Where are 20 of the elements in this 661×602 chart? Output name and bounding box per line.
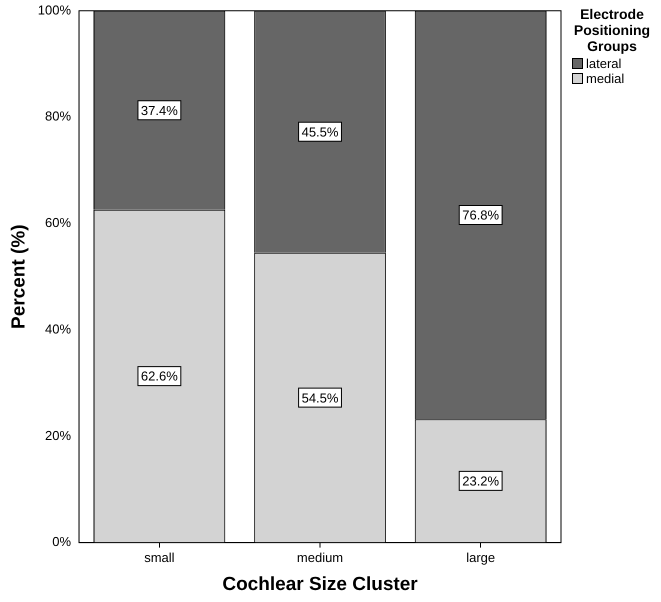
y-tick-label: 40% [45,321,72,336]
y-tick-label: 0% [52,534,72,550]
text: lateral [586,56,622,71]
x-tick-label: small [144,550,175,565]
x-tick-label: large [466,550,496,565]
x-axis-title: Cochlear Size Cluster [222,574,418,595]
y-axis-title: Percent (%) [8,224,30,329]
legend-title: Electrode Positioning Groups [572,6,652,54]
y-tick-label: 60% [45,215,72,230]
data-label: 23.2% [462,473,500,488]
x-tick-label: medium [296,550,344,565]
data-label: 37.4% [140,102,178,118]
data-label: 54.5% [302,390,339,406]
legend-label: medial [586,71,624,86]
data-label: 62.6% [140,368,178,384]
data-label: 45.5% [302,124,339,140]
y-tick-label: 20% [45,428,72,443]
y-tick-label: 100% [38,2,72,18]
data-label: 76.8% [462,208,500,223]
y-tick-label: 80% [45,108,72,124]
